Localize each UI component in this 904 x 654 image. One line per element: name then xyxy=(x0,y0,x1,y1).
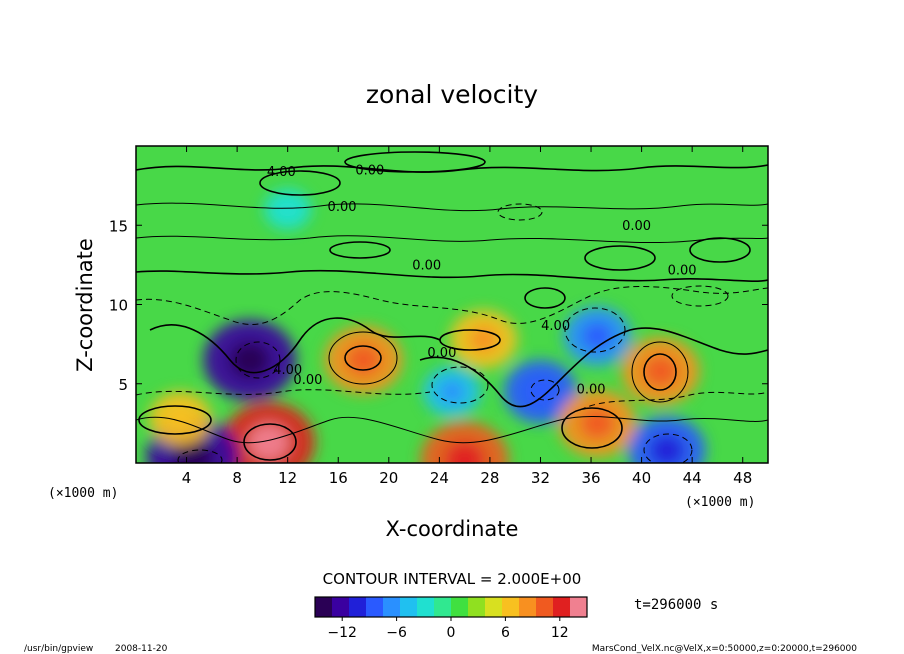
field-extremum-core-3 xyxy=(524,377,557,406)
footer-path: /usr/bin/gpview xyxy=(24,644,93,654)
y-axis-label: Z-coordinate xyxy=(73,238,97,372)
x-tick-label-4: 20 xyxy=(379,469,398,487)
contour-label-1: 0.00 xyxy=(355,164,384,179)
colorbar-swatch-13 xyxy=(536,597,554,617)
chart-title: zonal velocity xyxy=(366,80,538,109)
colorbar-tick-label-1: −6 xyxy=(386,625,407,641)
x-tick-label-10: 44 xyxy=(683,469,702,487)
x-axis-label: X-coordinate xyxy=(386,517,519,541)
plot-area: 4.00 0.000.000.000.000.004.000.004.000.00… xyxy=(136,146,768,463)
field-extremum-core-10 xyxy=(649,435,684,463)
contour-label-10: 0.00 xyxy=(577,382,606,397)
x-tick-label-6: 28 xyxy=(480,469,499,487)
field-extremum-core-2 xyxy=(439,380,465,403)
colorbar-swatch-14 xyxy=(553,597,571,617)
contour-label-0: 4.00 xyxy=(267,165,296,180)
y-axis: 5 10 15 xyxy=(109,217,768,394)
footer-date: 2008-11-20 xyxy=(115,644,168,654)
field-extremum-core-4 xyxy=(582,322,613,350)
x-tick-label-1: 8 xyxy=(232,469,242,487)
x-tick-label-8: 36 xyxy=(581,469,600,487)
field-extremum-core-12 xyxy=(277,200,298,219)
contour-label-2: 0.00 xyxy=(328,200,357,215)
colorbar-swatch-11 xyxy=(502,597,520,617)
footer-info: MarsCond_VelX.nc@VelX,x=0:50000,z=0:2000… xyxy=(592,644,857,654)
colorbar-swatch-1 xyxy=(332,597,350,617)
contour-label-6: 4.00 xyxy=(541,319,570,334)
contour-label-7: 0.00 xyxy=(427,346,456,361)
x-tick-label-2: 12 xyxy=(278,469,297,487)
colorbar-swatch-8 xyxy=(451,597,469,617)
contour-label-8: 4.00 xyxy=(273,363,302,378)
colorbar-swatch-10 xyxy=(485,597,503,617)
velocity-field xyxy=(146,188,706,463)
contour-lines xyxy=(136,151,768,463)
field-extremum-core-11 xyxy=(166,406,194,431)
time-label: t=296000 s xyxy=(634,597,718,613)
colorbar-tick-label-3: 6 xyxy=(501,625,510,641)
x-tick-label-9: 40 xyxy=(632,469,651,487)
y-tick-label-1: 10 xyxy=(109,297,128,315)
contour-label-4: 0.00 xyxy=(622,219,651,234)
contour-interval-label: CONTOUR INTERVAL = 2.000E+00 xyxy=(323,570,582,588)
x-tick-label-3: 16 xyxy=(329,469,348,487)
colorbar xyxy=(315,597,588,617)
colorbar-swatch-0 xyxy=(315,597,333,617)
colorbar-swatch-5 xyxy=(400,597,418,617)
x-axis: 4 8 12 16 20 24 28 32 36 40 44 48 xyxy=(182,146,752,487)
y-tick-label-0: 5 xyxy=(118,376,128,394)
colorbar-tick-label-4: 12 xyxy=(551,625,569,641)
colorbar-swatch-3 xyxy=(366,597,384,617)
contour-label-3: 0.00 xyxy=(412,259,441,274)
contour-label-9: 0.00 xyxy=(293,373,322,388)
x-unit-right: (×1000 m) xyxy=(685,495,755,510)
x-tick-label-11: 48 xyxy=(733,469,752,487)
field-extremum-core-6 xyxy=(248,424,289,461)
colorbar-swatch-12 xyxy=(519,597,537,617)
x-unit-left: (×1000 m) xyxy=(48,486,118,501)
y-tick-label-2: 15 xyxy=(109,217,128,235)
field-extremum-core-8 xyxy=(580,408,615,439)
colorbar-swatch-15 xyxy=(570,597,588,617)
contour-labels: 4.00 0.000.000.000.000.004.000.004.000.00… xyxy=(267,164,697,398)
colorbar-swatch-6 xyxy=(417,597,435,617)
field-extremum-core-5 xyxy=(643,355,678,387)
colorbar-ticks: −12 −6 0 6 12 xyxy=(327,617,569,641)
colorbar-tick-label-0: −12 xyxy=(327,625,357,641)
field-extremum-core-7 xyxy=(445,442,484,463)
colorbar-swatch-7 xyxy=(434,597,452,617)
colorbar-swatch-4 xyxy=(383,597,401,617)
colorbar-swatch-9 xyxy=(468,597,486,617)
colorbar-swatch-2 xyxy=(349,597,367,617)
contour-label-5: 0.00 xyxy=(668,263,697,278)
x-tick-label-5: 24 xyxy=(430,469,449,487)
x-tick-label-0: 4 xyxy=(182,469,192,487)
colorbar-tick-label-2: 0 xyxy=(447,625,456,641)
x-tick-label-7: 32 xyxy=(531,469,550,487)
